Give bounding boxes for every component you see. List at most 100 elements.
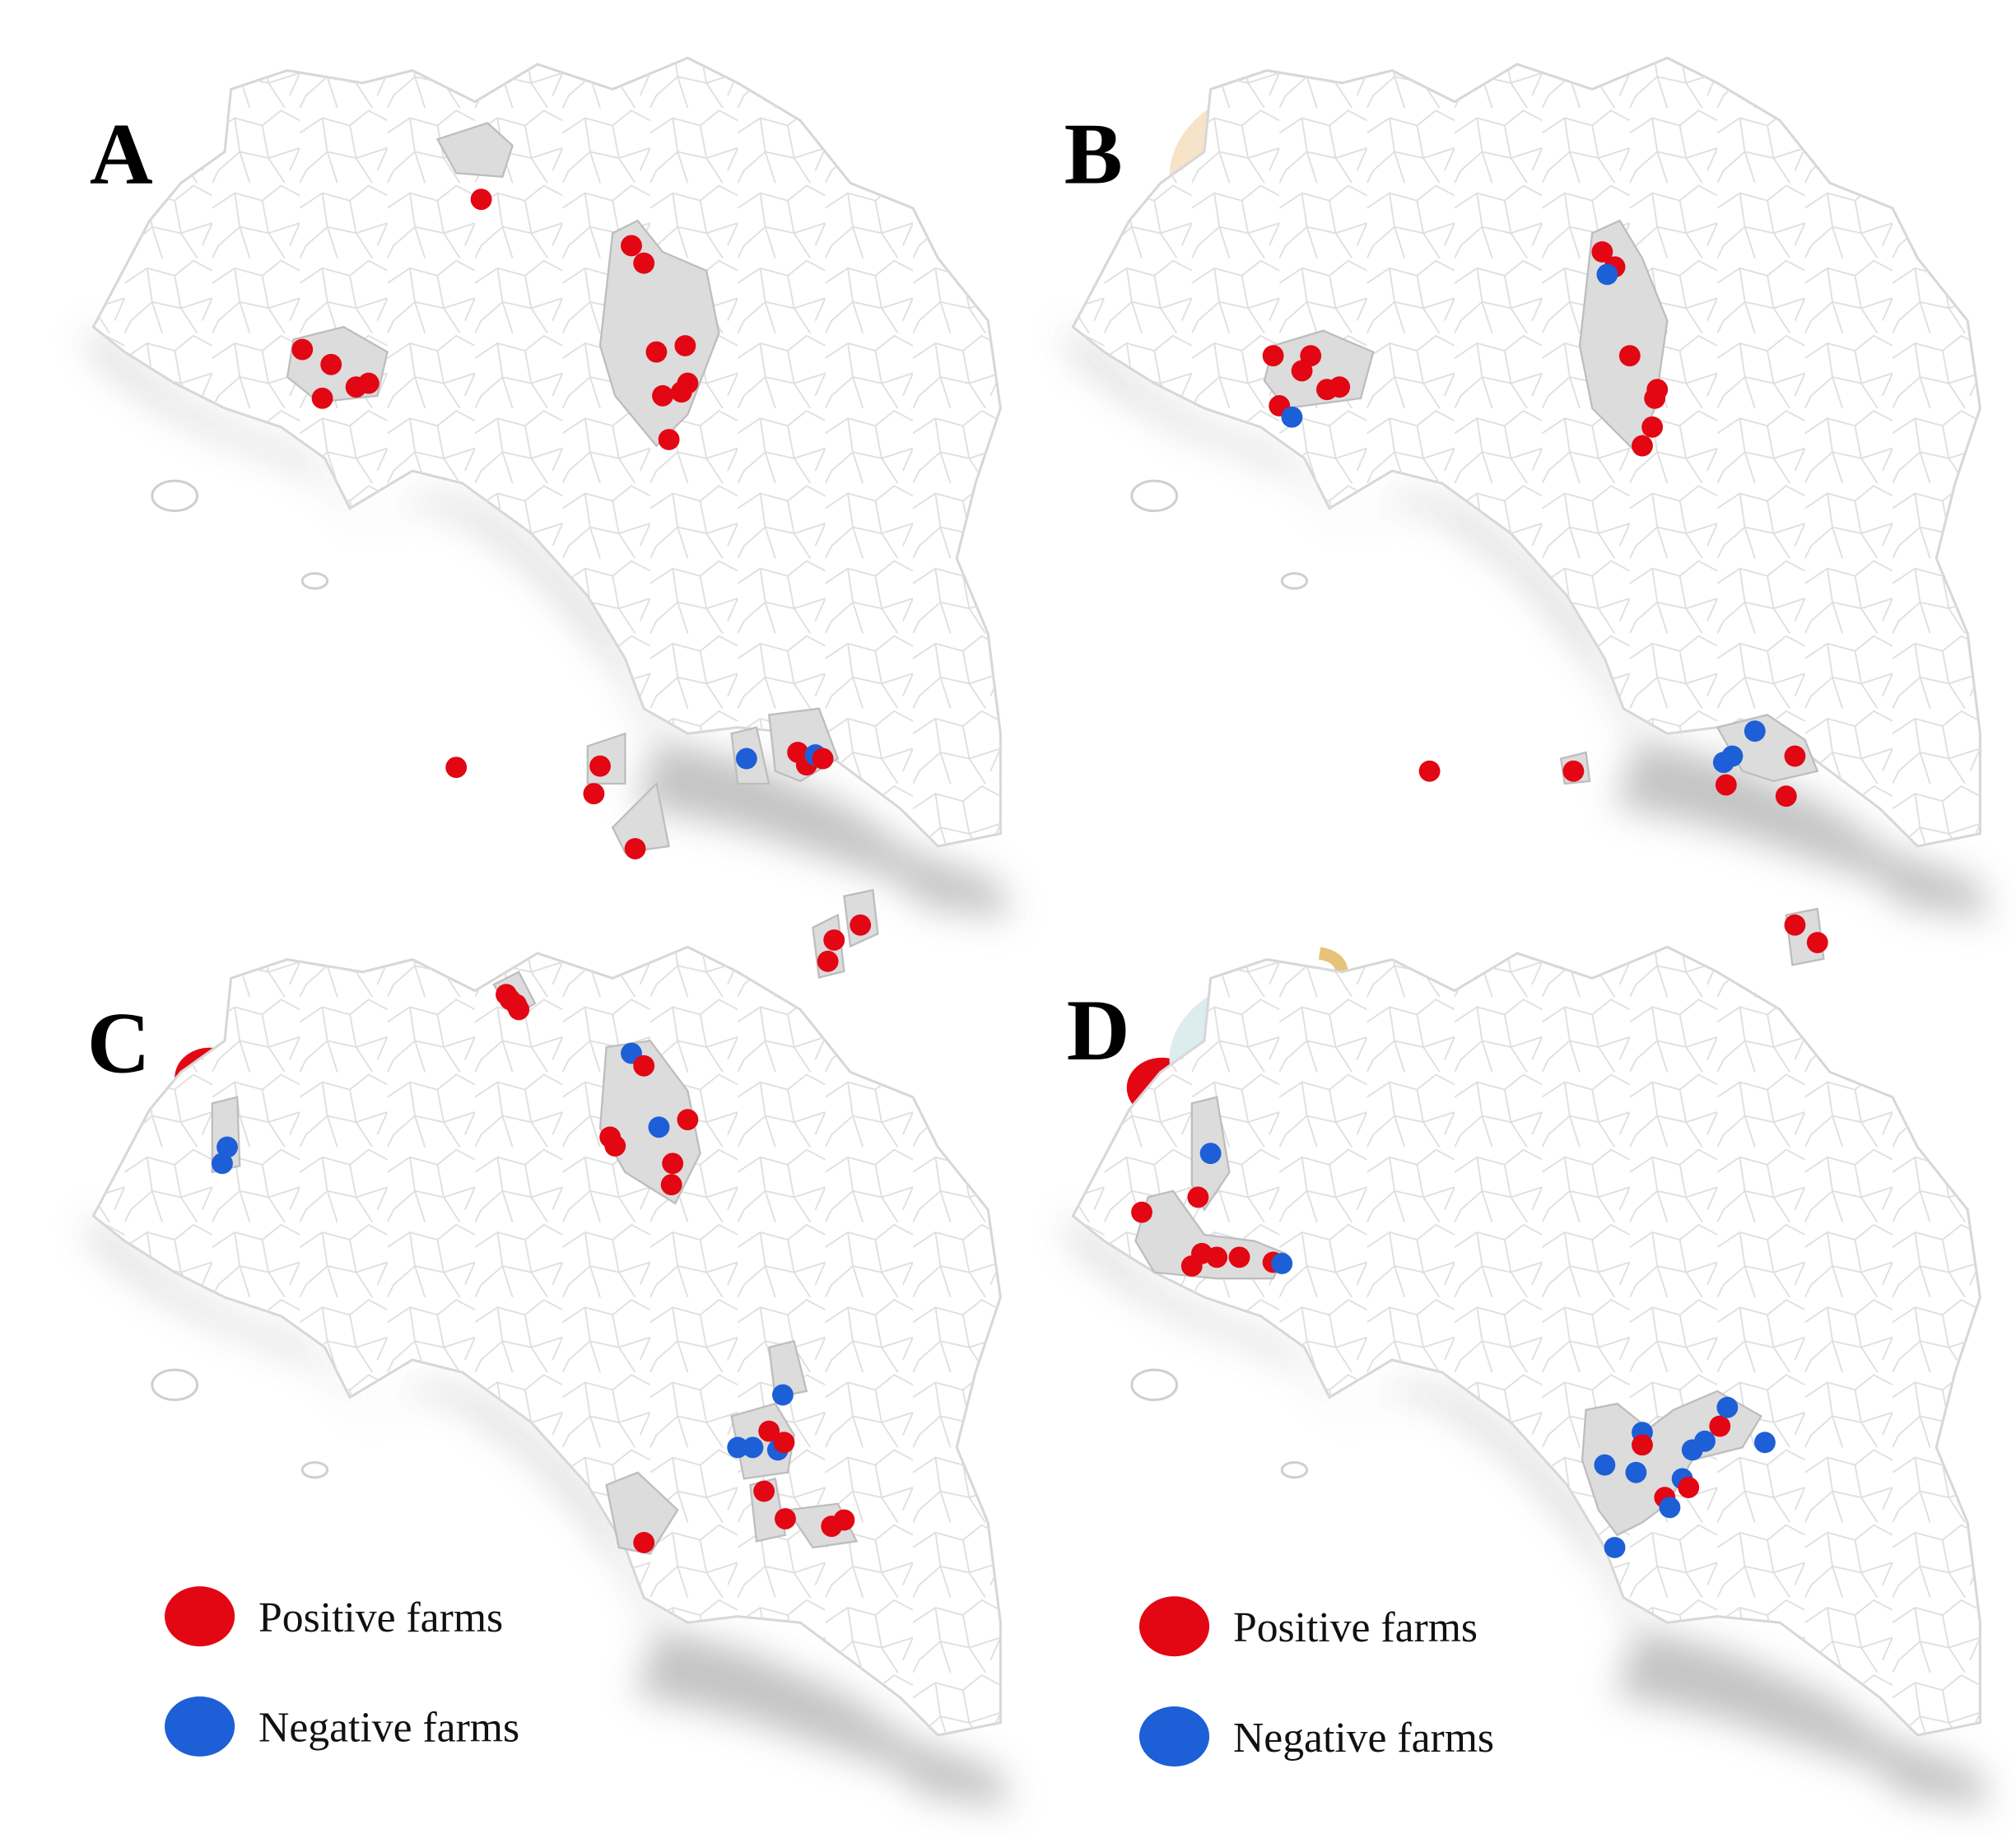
negative-farm-marker (1281, 406, 1303, 428)
positive-farm-marker (1206, 1246, 1228, 1268)
positive-farm-marker (674, 335, 696, 356)
positive-farm-marker (773, 1431, 795, 1454)
sampled-municipality (767, 1339, 808, 1399)
positive-farm-marker (1632, 1434, 1653, 1456)
positive-farm-marker (1329, 376, 1351, 398)
sampled-municipality (611, 781, 670, 854)
positive-farm-marker (645, 341, 668, 363)
positive-farm-marker (1131, 1201, 1152, 1223)
positive-farm-marker (1715, 774, 1737, 796)
positive-farm-marker (499, 989, 521, 1011)
negative-farm-marker (727, 1436, 749, 1459)
positive-farm-marker (633, 1532, 655, 1553)
positive-farm-marker (291, 338, 314, 361)
positive-farm-marker (633, 1054, 655, 1077)
panel-letter: B (1064, 105, 1123, 202)
legend-negative-label: Negative farms (1233, 1715, 1494, 1762)
legend-negative-swatch (165, 1696, 235, 1757)
positive-farm-marker (621, 235, 642, 257)
island (1130, 479, 1179, 513)
positive-farm-marker (583, 783, 605, 805)
positive-farm-marker (1591, 241, 1613, 263)
positive-farm-marker (1562, 760, 1585, 782)
island (1280, 1461, 1309, 1479)
positive-farm-marker (1784, 914, 1806, 936)
positive-farm-marker (604, 1135, 626, 1157)
island (151, 479, 199, 513)
island (1130, 1368, 1179, 1402)
negative-farm-marker (212, 1152, 233, 1175)
sampled-municipality (435, 122, 514, 179)
positive-farm-marker (357, 372, 379, 394)
farm-markers (212, 984, 855, 1553)
negative-farm-marker (735, 747, 757, 770)
legend-negative-label: Negative farms (258, 1705, 519, 1752)
positive-farm-marker (1180, 1255, 1203, 1277)
negative-farm-marker (1744, 720, 1766, 742)
positive-farm-marker (1644, 387, 1666, 409)
positive-farm-marker (1262, 345, 1284, 367)
positive-farm-marker (833, 1509, 855, 1531)
negative-farm-marker (772, 1384, 794, 1406)
positive-farm-marker (1806, 932, 1828, 953)
negative-farm-marker (1694, 1430, 1716, 1452)
negative-farm-marker (1625, 1461, 1647, 1483)
positive-farm-marker (652, 384, 673, 407)
positive-farm-marker (589, 755, 611, 777)
sampled-municipality (605, 1471, 679, 1555)
negative-farm-marker (1596, 263, 1618, 286)
negative-farm-marker (1199, 1143, 1222, 1165)
legend-positive-swatch (165, 1586, 235, 1647)
positive-farm-marker (662, 1152, 684, 1175)
negative-farm-marker (1754, 1431, 1776, 1454)
legend: Positive farms Negative farms (1138, 1596, 1494, 1767)
positive-farm-marker (445, 756, 468, 779)
farm-markers (1131, 1143, 1776, 1558)
positive-farm-marker (677, 372, 699, 394)
region-map (91, 56, 1002, 848)
positive-farm-marker (633, 252, 655, 274)
positive-farm-marker (1291, 360, 1313, 382)
legend-positive-label: Positive farms (258, 1594, 503, 1641)
positive-farm-marker (823, 929, 845, 951)
island (1280, 572, 1309, 590)
positive-farm-marker (320, 353, 342, 375)
positive-farm-marker (753, 1480, 775, 1502)
island (300, 1461, 329, 1479)
panel-letter: A (90, 105, 153, 202)
negative-farm-marker (1721, 745, 1744, 767)
positive-farm-marker (1618, 345, 1641, 367)
legend-positive-label: Positive farms (1233, 1604, 1478, 1651)
positive-farm-marker (1418, 760, 1441, 782)
positive-farm-marker (812, 747, 834, 770)
positive-farm-marker (470, 189, 492, 211)
positive-farm-marker (1784, 745, 1806, 767)
negative-farm-marker (648, 1116, 670, 1138)
region-map (91, 945, 1002, 1737)
positive-farm-marker (850, 914, 872, 936)
positive-farm-marker (1632, 435, 1653, 457)
positive-farm-marker (758, 1420, 780, 1442)
region-map (1071, 945, 1981, 1737)
positive-farm-marker (677, 1109, 699, 1131)
positive-farm-marker (1709, 1415, 1731, 1437)
panel-letter: D (1067, 982, 1130, 1079)
positive-farm-marker (1641, 416, 1664, 438)
negative-farm-marker (216, 1136, 238, 1158)
positive-farm-marker (775, 1508, 796, 1529)
negative-farm-marker (1659, 1497, 1681, 1519)
positive-farm-marker (1187, 1186, 1209, 1208)
negative-farm-marker (1271, 1253, 1293, 1274)
positive-farm-marker (624, 838, 646, 859)
panel-letter: C (87, 994, 151, 1092)
positive-farm-marker (658, 429, 680, 450)
negative-farm-marker (1604, 1537, 1626, 1558)
negative-farm-marker (742, 1436, 764, 1459)
legend-negative-swatch (1138, 1706, 1210, 1767)
panel-d: D Positive farms Negative farms (1064, 945, 1990, 1808)
region-map (1071, 56, 1981, 848)
negative-farm-marker (1594, 1454, 1616, 1476)
legend: Positive farms Negative farms (165, 1586, 519, 1757)
farm-markers (291, 189, 872, 972)
